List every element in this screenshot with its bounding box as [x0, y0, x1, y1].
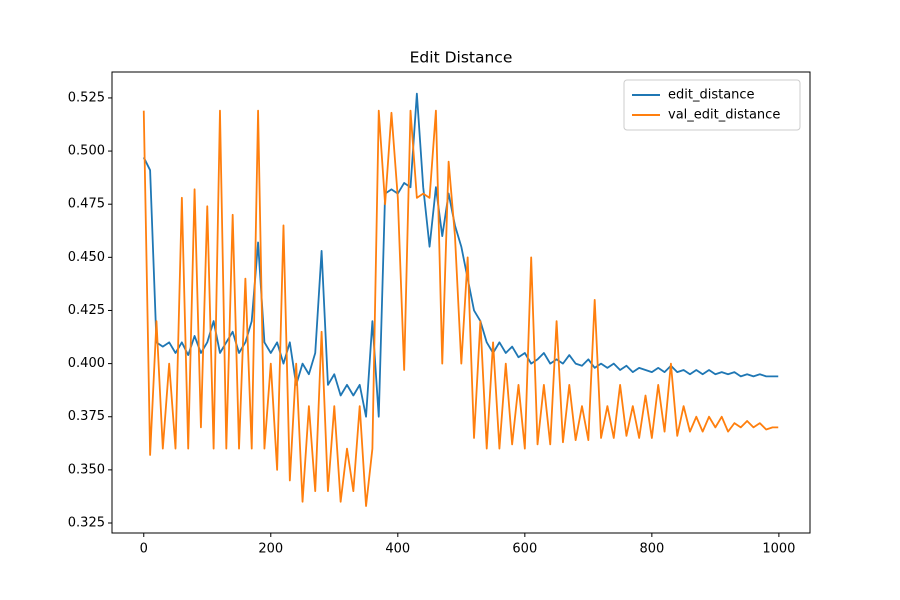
x-tick-label: 1000	[762, 542, 795, 557]
plot-frame	[111, 71, 811, 534]
y-tick-label: 0.450	[68, 250, 105, 265]
series-line	[142, 109, 779, 507]
x-tick-label: 0	[140, 542, 148, 557]
legend-label: val_edit_distance	[668, 108, 780, 123]
x-tick-label: 200	[258, 542, 283, 557]
y-tick-label: 0.375	[68, 409, 105, 424]
y-tick-label: 0.400	[68, 356, 105, 371]
y-tick-label: 0.500	[68, 144, 105, 159]
series-line	[142, 92, 779, 418]
legend-box	[623, 79, 801, 131]
legend-label: edit_distance	[668, 88, 755, 103]
y-tick-label: 0.425	[68, 303, 105, 318]
y-tick-label: 0.475	[68, 197, 105, 212]
y-tick-label: 0.350	[68, 462, 105, 477]
x-tick-label: 600	[512, 542, 537, 557]
x-tick-label: 800	[639, 542, 664, 557]
y-tick-label: 0.325	[68, 516, 105, 531]
chart-title: Edit Distance	[410, 49, 513, 67]
y-tick-label: 0.525	[68, 90, 105, 105]
x-tick-label: 400	[385, 542, 410, 557]
